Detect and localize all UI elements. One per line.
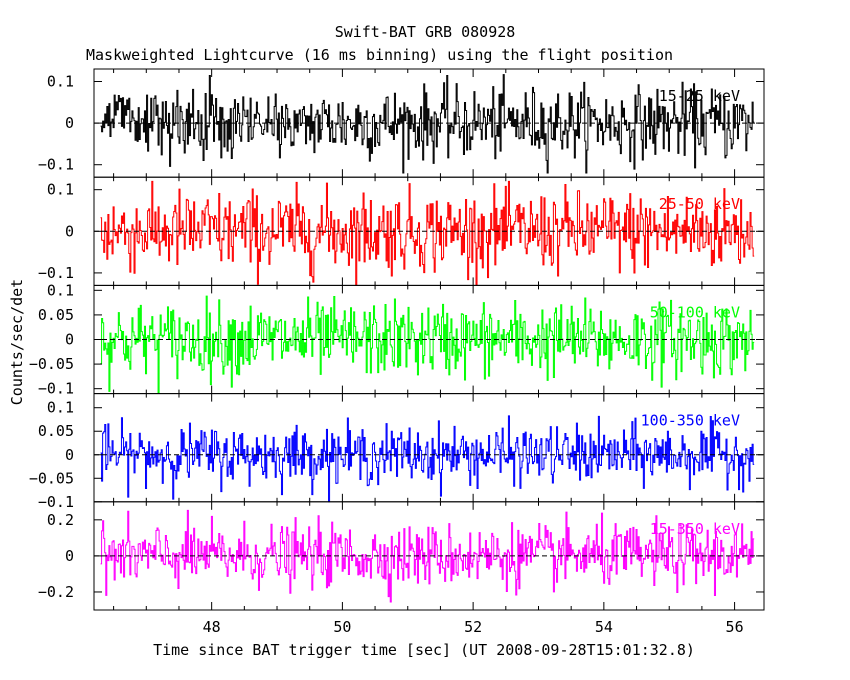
panel-4: 0.1 0.05 0 −0.05 −0.1 100-350 keV xyxy=(29,393,765,511)
series-legend-label: 50-100 keV xyxy=(650,303,740,321)
y-tick-label: 0 xyxy=(65,446,74,464)
series-legend-label: 100-350 keV xyxy=(641,412,740,430)
lightcurve-series xyxy=(100,180,755,286)
lightcurve-series xyxy=(100,295,755,394)
panel-1: 0.1 0 −0.1 15-25 keV xyxy=(38,68,765,178)
y-tick-label: −0.05 xyxy=(29,355,74,373)
lightcurve-series xyxy=(100,415,755,503)
y-tick-label: 0.05 xyxy=(38,422,74,440)
x-tick-label: 56 xyxy=(726,618,744,636)
y-tick-label: 0 xyxy=(65,222,74,240)
y-tick-label: −0.05 xyxy=(29,469,74,487)
panel-5: 0.2 0 −0.2 15-350 keV xyxy=(38,501,765,611)
lightcurve-series xyxy=(100,74,755,174)
y-tick-label: 0.1 xyxy=(47,181,74,199)
y-tick-label: 0.05 xyxy=(38,306,74,324)
y-axis-label: Counts/sec/det xyxy=(8,279,26,405)
x-tick-label: 54 xyxy=(595,618,613,636)
y-tick-label: 0.1 xyxy=(47,281,74,299)
y-tick-label: −0.1 xyxy=(38,156,74,174)
series-legend-label: 15-25 keV xyxy=(659,87,740,105)
panel-3: 0.1 0.05 0 −0.05 −0.1 50-100 keV xyxy=(29,281,765,398)
y-tick-label: −0.1 xyxy=(38,380,74,398)
y-tick-label: 0.1 xyxy=(47,399,74,417)
x-tick-label: 50 xyxy=(333,618,351,636)
x-tick-label: 52 xyxy=(464,618,482,636)
x-tick-label: 48 xyxy=(203,618,221,636)
y-tick-label: 0.2 xyxy=(47,511,74,529)
y-tick-label: −0.2 xyxy=(38,583,74,601)
series-legend-label: 15-350 keV xyxy=(650,520,740,538)
lightcurve-series xyxy=(100,509,755,603)
panel-2: 0.1 0 −0.1 25-50 keV xyxy=(38,176,765,286)
x-tick-labels: 48 50 52 54 56 xyxy=(203,618,744,636)
chart-subtitle: Maskweighted Lightcurve (16 ms binning) … xyxy=(86,46,673,64)
y-tick-label: −0.1 xyxy=(38,493,74,511)
y-tick-label: 0.1 xyxy=(47,72,74,90)
panels-group: 0.1 0 −0.1 15-25 keV 0.1 0 −0.1 25-50 keV 0.1 0.0… xyxy=(29,68,765,636)
y-tick-label: 0 xyxy=(65,331,74,349)
y-tick-label: 0 xyxy=(65,114,74,132)
y-tick-label: 0 xyxy=(65,547,74,565)
x-axis-label: Time since BAT trigger time [sec] (UT 20… xyxy=(153,641,695,659)
series-legend-label: 25-50 keV xyxy=(659,195,740,213)
y-tick-label: −0.1 xyxy=(38,264,74,282)
chart-title: Swift-BAT GRB 080928 xyxy=(335,23,516,41)
